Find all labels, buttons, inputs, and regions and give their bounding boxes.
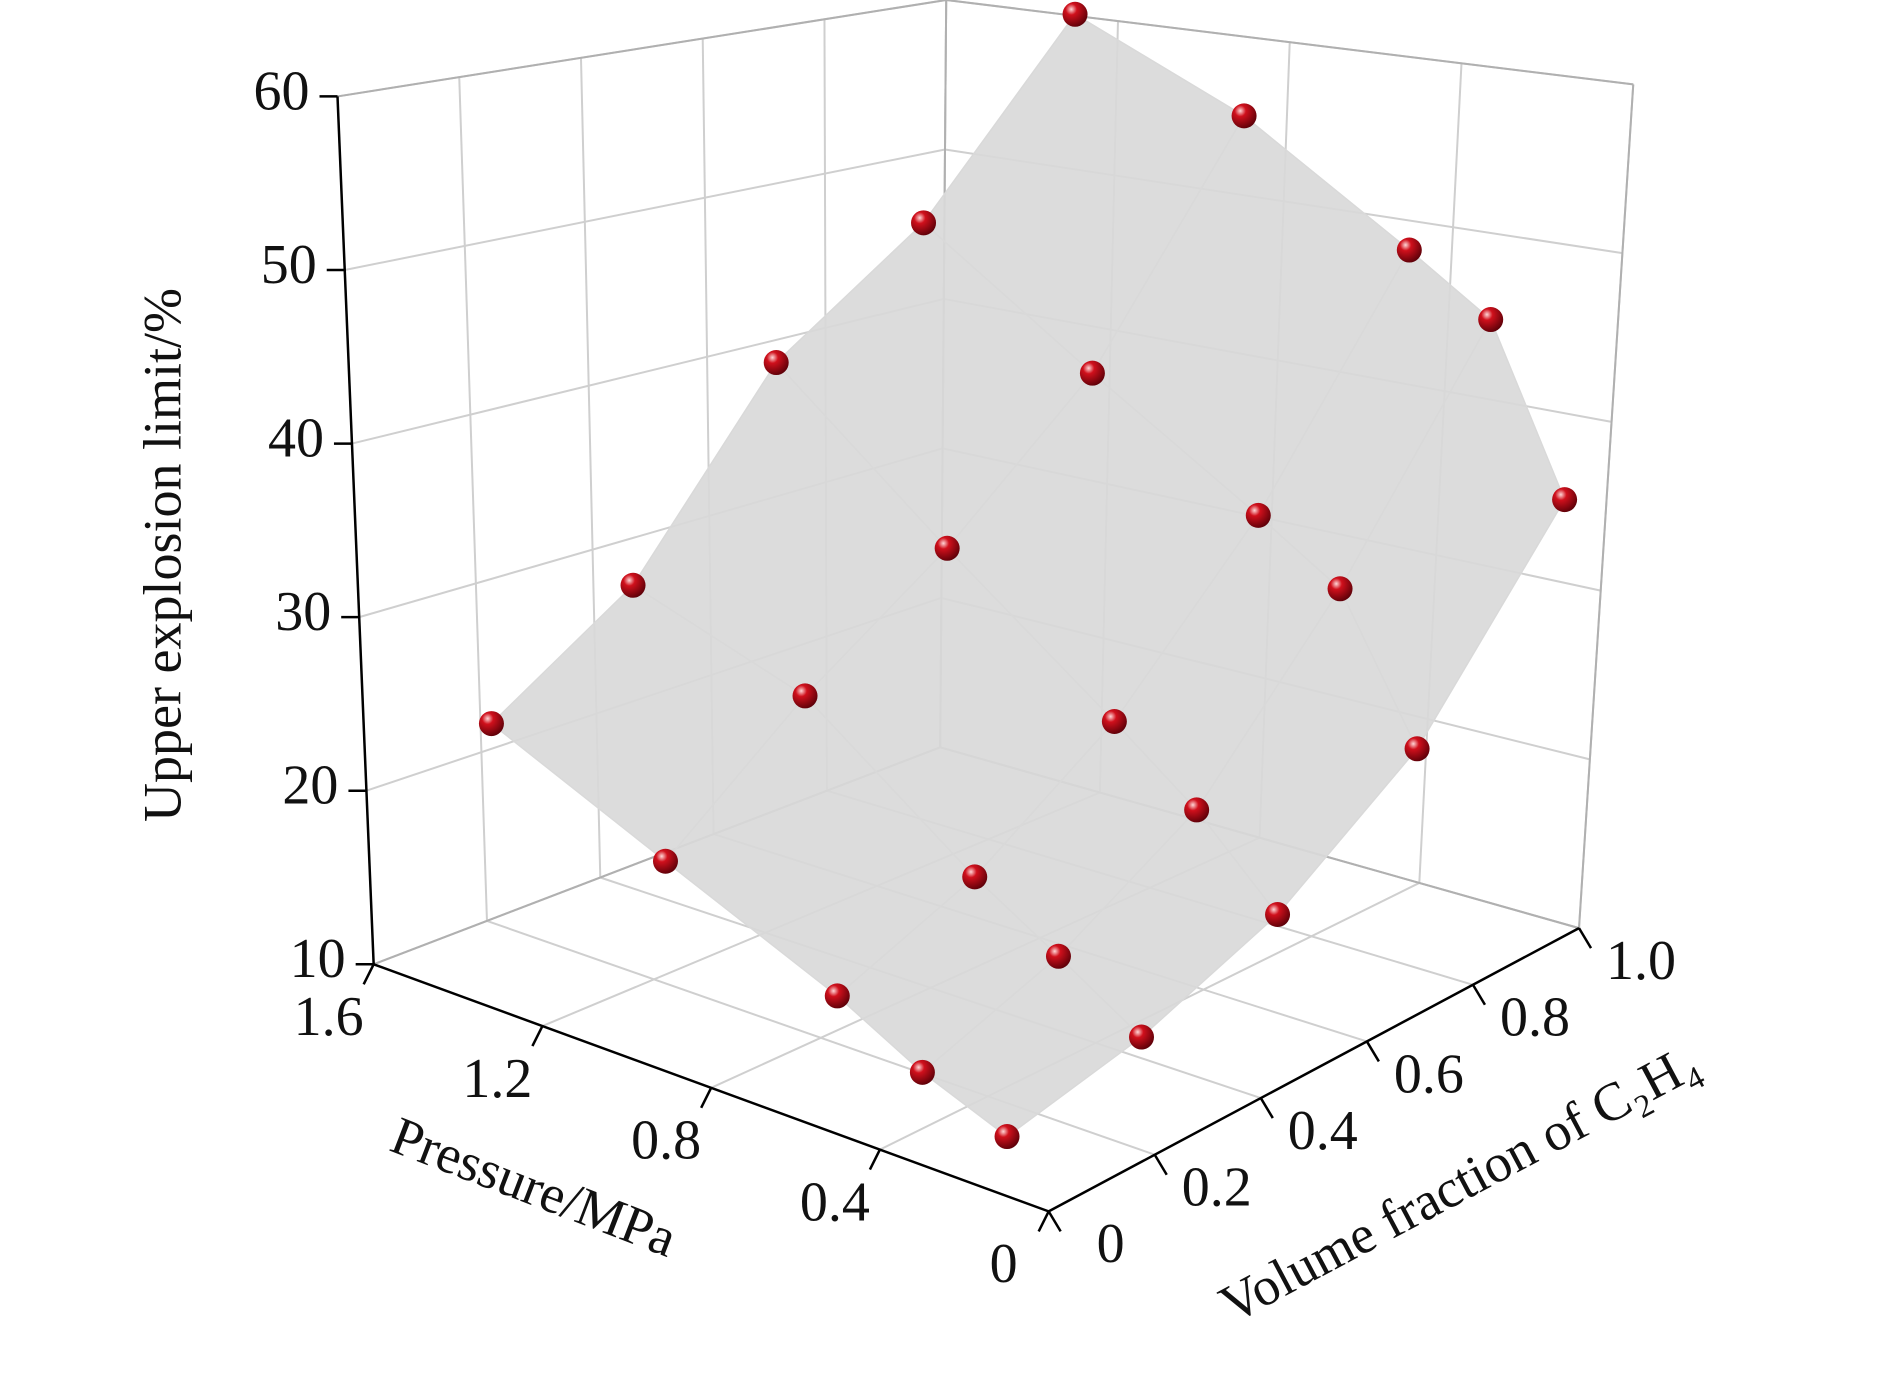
x-axis [1048,927,1580,1213]
x-tick [1153,1154,1168,1176]
data-point [1101,709,1127,735]
data-point [911,210,937,236]
y-tick [1037,1210,1050,1232]
data-point [763,350,789,376]
data-point [1079,360,1105,386]
data-point [1552,487,1578,513]
data-point [478,711,504,737]
data-point [1062,1,1088,27]
x-tick [1471,984,1487,1006]
data-point [1231,103,1257,129]
data-point [652,848,678,874]
data-point [1184,797,1210,823]
x-tick [1259,1097,1274,1119]
data-point [792,683,818,709]
z-tick-label: 40 [268,407,324,469]
data-point [962,864,988,890]
data-point [824,983,850,1009]
data-point [934,535,960,561]
y-axis [373,963,1050,1213]
data-point [1396,237,1422,263]
x-tick [1365,1040,1380,1063]
x-tick-label: 0 [1097,1213,1125,1275]
y-tick [700,1087,713,1109]
y-tick [362,963,375,985]
z-axis-title: Upper explosion limit/% [132,288,192,822]
box-edge [946,0,1634,86]
data-point [909,1059,935,1085]
x-tick-label: 0.8 [1500,987,1570,1049]
y-tick-label: 1.6 [294,986,364,1048]
floor-grid-line [486,919,1156,1156]
z-tick-label: 10 [290,928,346,990]
y-tick [868,1149,882,1171]
data-point [1404,736,1430,762]
x-tick [1047,1210,1062,1233]
y-tick-label: 0.4 [800,1171,870,1233]
z-tick-label: 60 [254,60,310,122]
z-tick-label: 20 [282,755,338,817]
x-tick-label: 0.6 [1394,1043,1464,1105]
z-axis [336,96,375,965]
x-tick [1577,927,1593,949]
wall-grid-line [344,148,946,271]
y-tick-label: 1.2 [462,1048,532,1110]
data-point [1129,1024,1155,1050]
box-edge [337,0,947,98]
data-point [1245,502,1271,528]
z-tick-label: 30 [275,581,331,643]
surface [490,13,1566,1138]
data-point [994,1124,1020,1150]
data-point [1265,901,1291,927]
data-point [620,572,646,598]
data-point [1045,943,1071,969]
y-tick [531,1025,544,1047]
data-point [1327,576,1353,602]
x-tick-label: 0.2 [1182,1157,1252,1219]
y-tick-label: 0 [990,1233,1018,1295]
wall-grid-line [458,77,488,921]
y-tick-label: 0.8 [631,1110,701,1172]
data-point [1478,307,1504,333]
x-tick-label: 1.0 [1606,930,1676,992]
x-tick-label: 0.4 [1288,1100,1358,1162]
box-edge [1578,84,1635,929]
z-tick-label: 50 [261,234,317,296]
